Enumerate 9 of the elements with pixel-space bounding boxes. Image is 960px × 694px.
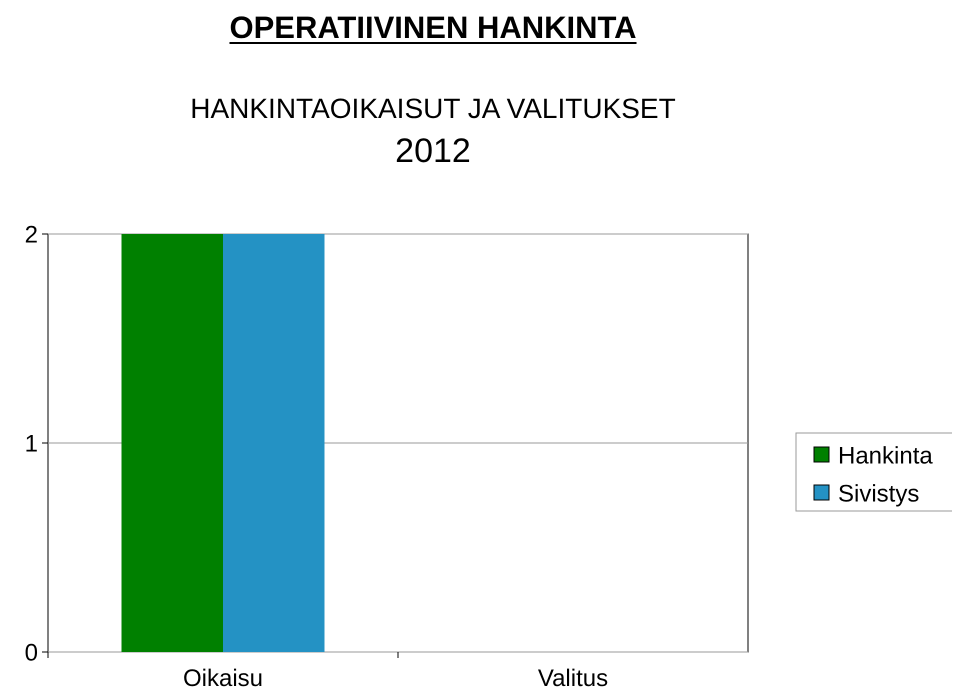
chart-subtitle: HANKINTAOIKAISUT JA VALITUKSET 2012 bbox=[190, 93, 676, 170]
legend-label: Hankinta bbox=[838, 442, 934, 470]
y-tick-label: 1 bbox=[24, 430, 38, 458]
y-tick-label: 2 bbox=[24, 221, 38, 248]
x-tick-label: Oikaisu bbox=[182, 665, 264, 692]
legend-label: Sivistys bbox=[838, 480, 920, 508]
x-tick-label: Valitus bbox=[538, 665, 608, 692]
y-tick-label: 0 bbox=[24, 639, 38, 666]
chart-title: OPERATIIVINEN HANKINTA bbox=[229, 10, 637, 45]
